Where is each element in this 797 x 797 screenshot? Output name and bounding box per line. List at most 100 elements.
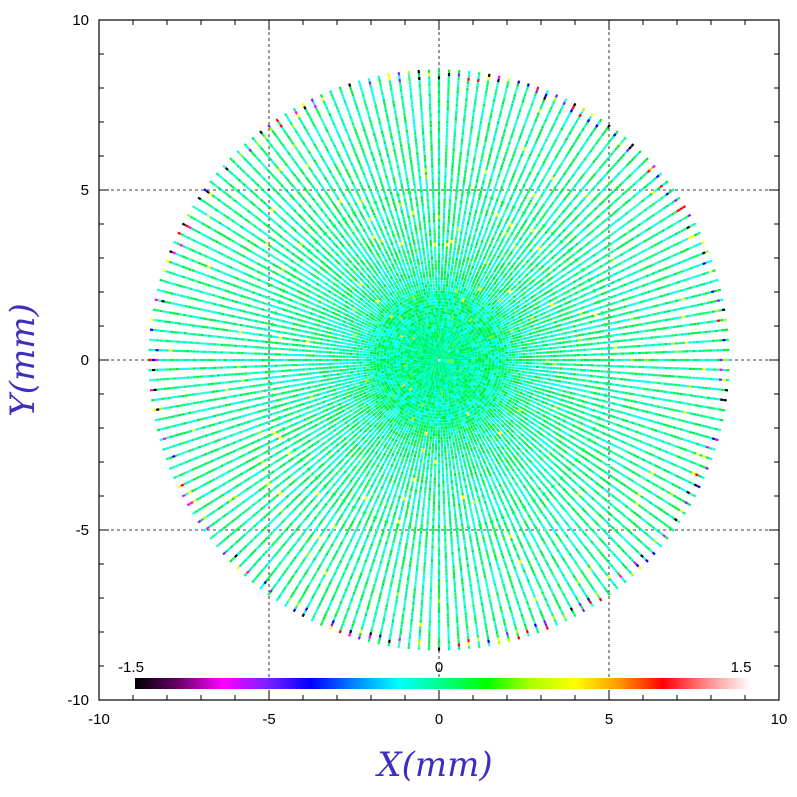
data-point (421, 114, 423, 117)
data-point (443, 287, 445, 290)
data-point (434, 239, 436, 242)
data-point (543, 355, 546, 357)
data-point (427, 209, 429, 212)
data-point (607, 353, 610, 355)
data-point (560, 355, 563, 357)
data-point (660, 335, 663, 338)
data-point (515, 351, 518, 354)
data-point (575, 339, 578, 342)
data-point (406, 133, 409, 136)
data-point (426, 185, 428, 188)
data-point (516, 356, 519, 358)
data-point (438, 260, 440, 263)
data-point (412, 173, 415, 176)
data-point (442, 250, 444, 253)
data-point (430, 280, 433, 283)
data-point (644, 344, 647, 346)
data-point (420, 111, 422, 114)
data-point (715, 339, 718, 341)
data-point (447, 93, 449, 96)
data-point (559, 346, 562, 349)
data-point (433, 294, 435, 297)
data-point (442, 297, 444, 300)
data-point (438, 277, 440, 280)
data-point (452, 151, 454, 154)
data-point (663, 327, 666, 330)
data-point (455, 237, 458, 240)
data-point (456, 227, 459, 230)
data-point (576, 349, 579, 351)
data-point (646, 329, 649, 332)
data-point (456, 182, 459, 185)
data-point (686, 359, 689, 361)
data-point (422, 128, 424, 131)
data-point (438, 297, 440, 300)
data-point (432, 192, 434, 195)
data-point (449, 277, 452, 280)
data-point (424, 223, 427, 226)
data-point (696, 359, 699, 361)
data-point (563, 354, 566, 356)
data-point (423, 251, 426, 254)
data-point (447, 83, 449, 86)
data-point (404, 119, 407, 122)
data-point (420, 230, 423, 233)
data-point (424, 264, 427, 267)
data-point (716, 349, 719, 351)
data-point (413, 118, 416, 121)
data-point (464, 111, 467, 114)
data-point (706, 349, 709, 351)
data-point (435, 287, 437, 290)
data-point (442, 233, 444, 236)
data-point (692, 341, 695, 343)
data-point (443, 202, 445, 205)
data-point (451, 175, 453, 178)
data-point (438, 124, 440, 127)
data-point (459, 159, 462, 162)
data-point (604, 347, 607, 349)
data-point (442, 253, 444, 256)
data-point (710, 320, 713, 323)
data-point (448, 288, 451, 291)
data-point (499, 357, 502, 359)
data-point (427, 199, 429, 202)
data-point (613, 340, 616, 343)
data-point (477, 79, 480, 82)
data-point (522, 353, 525, 355)
data-point (433, 284, 435, 287)
data-point (538, 344, 541, 347)
data-point (444, 168, 446, 171)
data-point (715, 330, 718, 333)
data-point (417, 166, 420, 169)
data-point (453, 138, 455, 141)
data-point (422, 244, 425, 247)
data-point (542, 348, 545, 351)
data-point (573, 345, 576, 348)
data-point (600, 347, 603, 349)
data-point (505, 356, 508, 358)
data-point (475, 92, 478, 95)
data-point (431, 291, 434, 294)
data-point (532, 345, 535, 348)
data-point (425, 172, 427, 175)
data-point (477, 75, 480, 78)
data-point (675, 359, 678, 361)
data-point (471, 119, 474, 122)
data-point (553, 351, 556, 353)
data-point (562, 346, 565, 349)
data-point (432, 274, 434, 277)
data-point (443, 280, 445, 283)
data-point (472, 116, 475, 119)
data-point (431, 294, 434, 297)
data-point (442, 301, 444, 304)
data-point (467, 150, 470, 153)
data-point (464, 105, 467, 108)
data-point (431, 165, 433, 168)
data-point (533, 359, 536, 361)
data-point (429, 110, 431, 113)
data-point (539, 348, 542, 351)
data-point (456, 104, 458, 107)
data-point (495, 357, 498, 359)
data-point (641, 345, 644, 347)
